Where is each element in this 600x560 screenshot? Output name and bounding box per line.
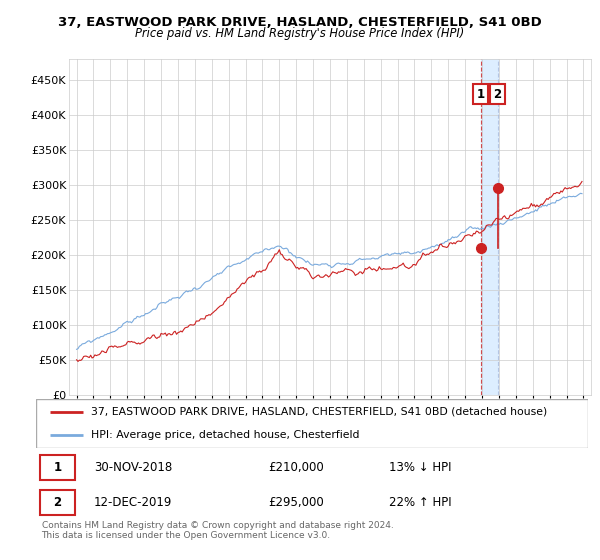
Bar — [481, 59, 497, 395]
Text: £210,000: £210,000 — [268, 461, 323, 474]
Text: 37, EASTWOOD PARK DRIVE, HASLAND, CHESTERFIELD, S41 0BD (detached house): 37, EASTWOOD PARK DRIVE, HASLAND, CHESTE… — [91, 407, 547, 417]
Text: Contains HM Land Registry data © Crown copyright and database right 2024.
This d: Contains HM Land Registry data © Crown c… — [41, 521, 393, 540]
FancyBboxPatch shape — [36, 399, 588, 448]
Text: 13% ↓ HPI: 13% ↓ HPI — [389, 461, 452, 474]
Text: 1: 1 — [476, 87, 485, 101]
Text: 2: 2 — [493, 87, 502, 101]
Text: 12-DEC-2019: 12-DEC-2019 — [94, 496, 172, 508]
Text: Price paid vs. HM Land Registry's House Price Index (HPI): Price paid vs. HM Land Registry's House … — [136, 27, 464, 40]
Text: 30-NOV-2018: 30-NOV-2018 — [94, 461, 172, 474]
Text: 1: 1 — [53, 461, 62, 474]
FancyBboxPatch shape — [40, 489, 74, 515]
Text: 22% ↑ HPI: 22% ↑ HPI — [389, 496, 452, 508]
Text: HPI: Average price, detached house, Chesterfield: HPI: Average price, detached house, Ches… — [91, 430, 360, 440]
Text: 37, EASTWOOD PARK DRIVE, HASLAND, CHESTERFIELD, S41 0BD: 37, EASTWOOD PARK DRIVE, HASLAND, CHESTE… — [58, 16, 542, 29]
FancyBboxPatch shape — [40, 455, 74, 480]
Text: 2: 2 — [53, 496, 62, 508]
Text: £295,000: £295,000 — [268, 496, 323, 508]
